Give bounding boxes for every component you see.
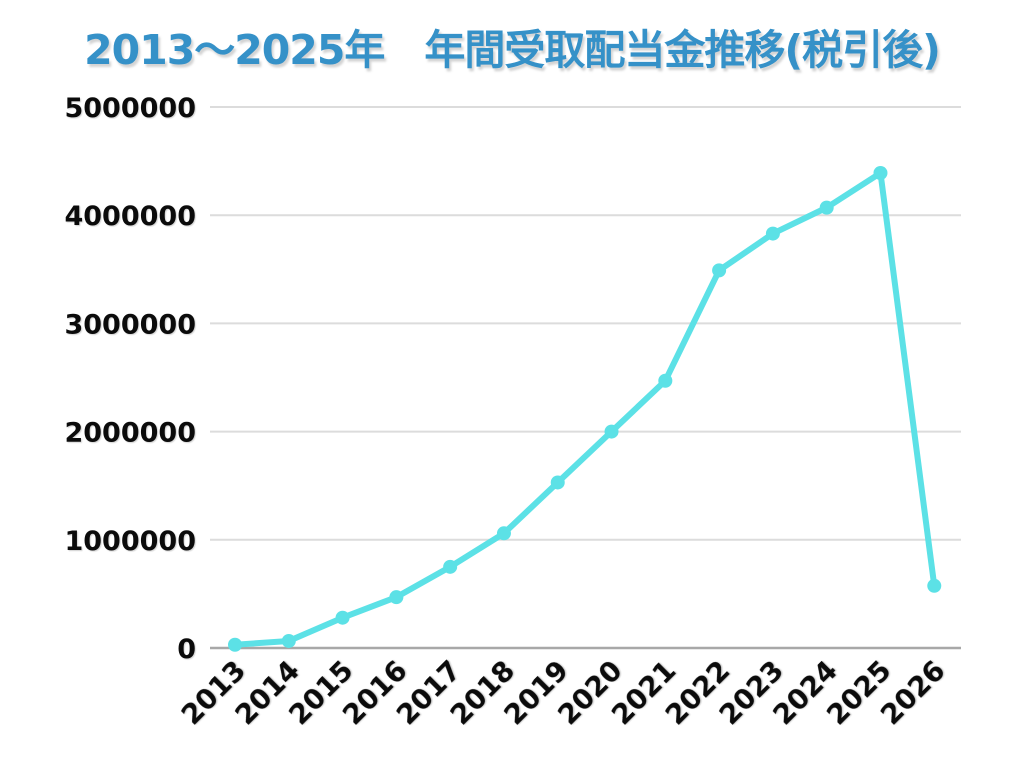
data-point: [496, 526, 511, 541]
y-tick-label: 5000000: [64, 93, 196, 124]
data-point: [712, 263, 727, 278]
data-point: [765, 226, 780, 241]
y-tick-label: 4000000: [64, 201, 196, 232]
data-point: [873, 166, 888, 181]
data-point: [228, 637, 242, 652]
data-point: [604, 424, 619, 439]
data-point: [819, 200, 834, 215]
data-point: [389, 590, 404, 605]
data-point: [335, 610, 350, 625]
y-tick-label: 0: [177, 634, 196, 665]
data-point: [281, 633, 296, 648]
data-point: [927, 578, 942, 593]
data-point: [550, 475, 565, 490]
y-tick-label: 3000000: [64, 309, 196, 340]
y-tick-label: 2000000: [64, 418, 196, 449]
series-line: [232, 170, 938, 648]
chart-title: 2013〜2025年 年間受取配当金推移(税引後): [84, 26, 941, 74]
data-point: [443, 559, 458, 574]
y-tick-label: 1000000: [64, 526, 196, 557]
data-point: [658, 373, 673, 388]
